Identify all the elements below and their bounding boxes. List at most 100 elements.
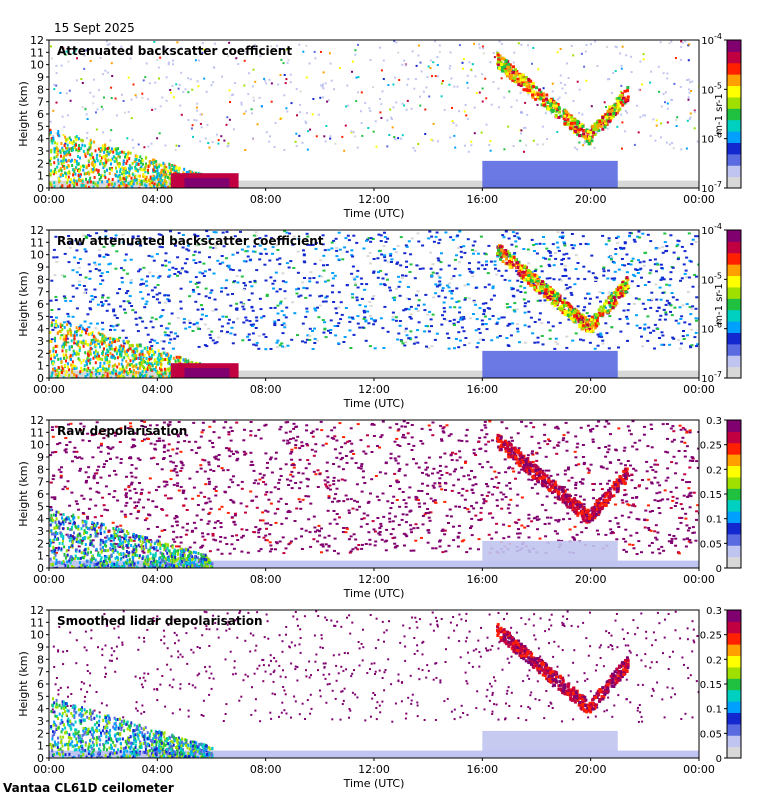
colorbar-tick-label: 10-7 <box>701 180 722 195</box>
aerosol-pixel <box>142 172 145 176</box>
aerosol-pixel <box>151 368 154 372</box>
backscatter-pixel <box>233 333 237 336</box>
backscatter-pixel <box>490 339 494 342</box>
cirrus-pixel <box>535 86 538 90</box>
aerosol-pixel <box>158 165 160 169</box>
backscatter-pixel <box>185 258 189 261</box>
signal-pixel <box>688 78 691 81</box>
backscatter-pixel <box>356 286 360 289</box>
backscatter-pixel <box>268 259 272 262</box>
signal-pixel <box>372 130 375 133</box>
aerosol-pixel <box>61 164 64 168</box>
backscatter-pixel <box>107 303 111 306</box>
backscatter-pixel <box>669 271 673 274</box>
backscatter-pixel <box>264 348 268 351</box>
backscatter-pixel <box>337 291 341 294</box>
signal-pixel <box>675 125 678 127</box>
backscatter-pixel <box>289 260 293 263</box>
backscatter-pixel <box>409 263 413 266</box>
backscatter-pixel <box>216 259 220 262</box>
backscatter-pixel <box>330 247 334 250</box>
aerosol-pixel <box>60 159 63 163</box>
aerosol-pixel <box>152 367 155 371</box>
signal-pixel <box>367 127 370 129</box>
aerosol-pixel <box>69 180 72 184</box>
backscatter-pixel <box>166 298 170 301</box>
backscatter-pixel <box>513 302 517 305</box>
aerosol-pixel <box>107 178 110 182</box>
aerosol-pixel <box>70 345 73 349</box>
cirrus-pixel <box>499 255 503 259</box>
cirrus-pixel <box>548 297 552 301</box>
y-tick-label: 6 <box>37 108 44 121</box>
aerosol-pixel <box>71 141 74 145</box>
backscatter-pixel <box>696 343 699 346</box>
aerosol-pixel <box>104 157 107 161</box>
aerosol-pixel <box>117 186 120 188</box>
backscatter-pixel <box>455 254 458 257</box>
signal-pixel <box>235 57 238 60</box>
aerosol-pixel <box>94 345 97 349</box>
aerosol-pixel <box>162 161 165 165</box>
backscatter-pixel <box>582 265 586 268</box>
backscatter-pixel <box>275 244 279 247</box>
backscatter-pixel <box>468 262 471 265</box>
backscatter-pixel <box>305 287 309 290</box>
signal-pixel <box>572 100 575 103</box>
signal-pixel <box>51 57 53 60</box>
signal-pixel <box>520 43 523 46</box>
aerosol-pixel <box>147 365 150 369</box>
aerosol-pixel <box>128 174 131 178</box>
aerosol-pixel <box>73 373 76 377</box>
backscatter-pixel <box>78 284 82 286</box>
backscatter-pixel <box>366 310 370 313</box>
backscatter-pixel <box>487 244 491 247</box>
aerosol-pixel <box>92 334 95 338</box>
signal-pixel <box>375 145 378 148</box>
backscatter-pixel <box>279 302 282 305</box>
signal-pixel <box>153 40 156 43</box>
aerosol-pixel <box>166 176 169 179</box>
backscatter-pixel <box>657 306 661 309</box>
backscatter-pixel <box>436 257 440 260</box>
y-tick-label: 10 <box>30 59 44 72</box>
backscatter-pixel <box>334 237 338 240</box>
cirrus-pixel <box>590 139 594 143</box>
signal-pixel <box>395 101 398 104</box>
backscatter-pixel <box>393 296 397 299</box>
backscatter-pixel <box>140 278 144 281</box>
backscatter-pixel <box>431 313 435 316</box>
backscatter-pixel <box>135 323 139 326</box>
backscatter-pixel <box>115 324 119 327</box>
signal-pixel <box>345 105 348 108</box>
backscatter-pixel <box>405 245 409 248</box>
signal-pixel <box>110 86 113 89</box>
signal-pixel <box>672 147 675 150</box>
signal-pixel <box>666 121 669 124</box>
aerosol-pixel <box>109 347 112 351</box>
x-tick-label: 08:00 <box>250 193 282 206</box>
backscatter-pixel <box>313 342 317 344</box>
backscatter-pixel <box>231 342 235 345</box>
backscatter-pixel <box>382 347 386 349</box>
signal-pixel <box>382 78 385 80</box>
backscatter-pixel <box>459 246 463 249</box>
aerosol-pixel <box>57 177 60 181</box>
backscatter-pixel <box>222 245 226 248</box>
backscatter-pixel <box>144 280 148 283</box>
backscatter-pixel <box>453 306 457 309</box>
aerosol-pixel <box>169 357 172 361</box>
backscatter-pixel <box>263 248 267 251</box>
backscatter-pixel <box>210 330 214 333</box>
signal-pixel <box>286 110 289 113</box>
signal-pixel <box>55 132 58 135</box>
aerosol-pixel <box>139 180 142 184</box>
backscatter-pixel <box>335 255 339 258</box>
signal-pixel <box>237 63 240 66</box>
backscatter-pixel <box>109 324 113 327</box>
aerosol-pixel <box>110 168 113 172</box>
backscatter-pixel <box>93 288 97 291</box>
cirrus-pixel <box>542 99 545 102</box>
backscatter-pixel <box>273 306 277 309</box>
backscatter-pixel <box>519 285 523 288</box>
